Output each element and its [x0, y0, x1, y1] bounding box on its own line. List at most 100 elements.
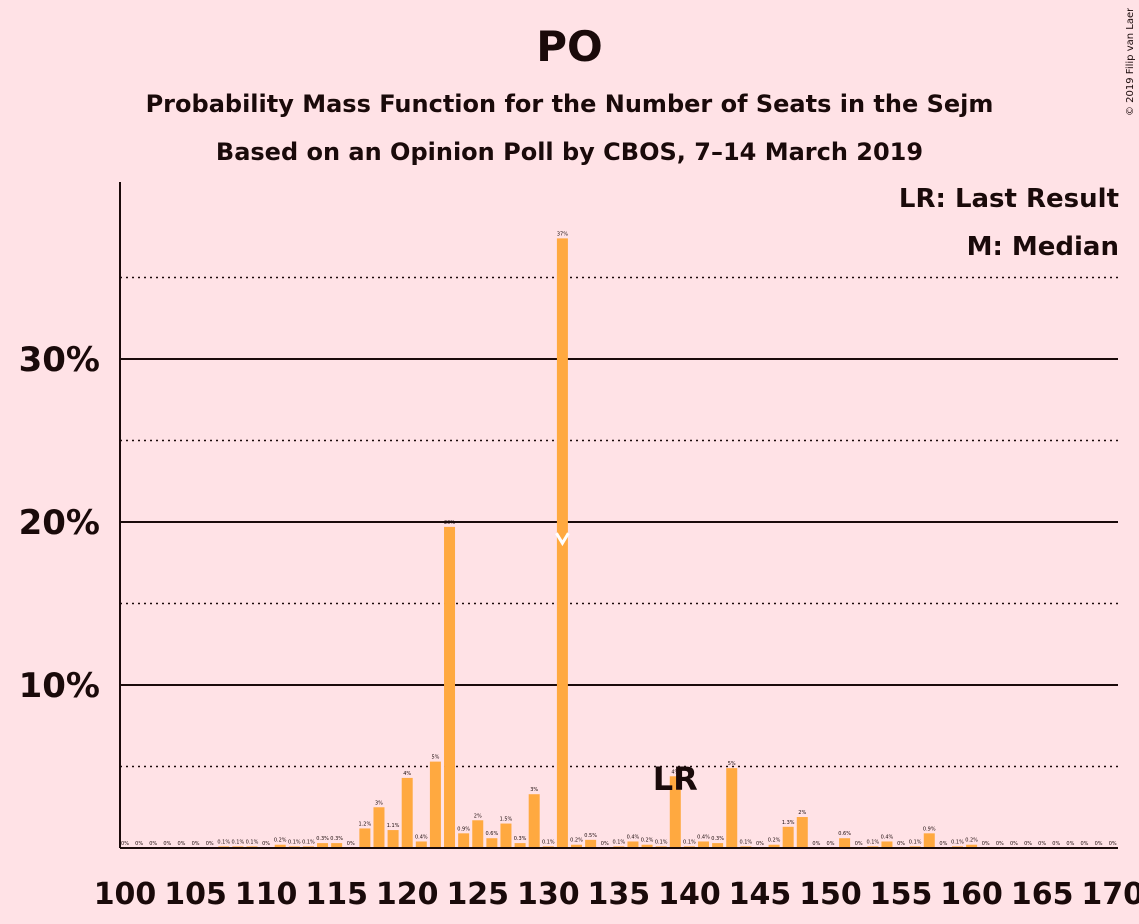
bar-label-155: 0% [897, 841, 905, 847]
bar-label-148: 2% [798, 810, 806, 816]
bar-label-107: 0.1% [217, 839, 230, 845]
bar-label-101: 0% [135, 841, 143, 847]
legend-median: M: Median [966, 232, 1119, 262]
legend-last-result: LR: Last Result [898, 184, 1119, 214]
bar-111 [274, 844, 286, 848]
bar-label-152: 0% [855, 841, 863, 847]
bar-label-143: 5% [728, 761, 736, 767]
bar-label-151: 0.6% [838, 831, 851, 837]
bar-124 [458, 833, 470, 848]
y-tick-label: 20% [19, 503, 100, 543]
bar-label-114: 0.3% [316, 836, 329, 842]
bar-126 [486, 838, 498, 848]
bar-148 [796, 817, 808, 848]
markers: LR [555, 532, 698, 798]
x-tick-label: 140 [658, 877, 721, 912]
bar-125 [472, 820, 484, 848]
bar-label-153: 0.1% [866, 839, 879, 845]
axes [119, 182, 1118, 849]
bar-label-133: 0.5% [584, 833, 597, 839]
bar-label-166: 0% [1052, 841, 1060, 847]
x-tick-label: 125 [446, 877, 509, 912]
x-tick-labels: 100 105 110 115 120 125 130 135 140 145 150 155 160 1… [94, 877, 1139, 912]
bar-label-159: 0.1% [951, 839, 964, 845]
bar-137 [641, 844, 653, 848]
bar-label-142: 0.3% [711, 836, 724, 842]
bar-label-160: 0.2% [965, 838, 978, 844]
chart-subtitle-source: Based on an Opinion Poll by CBOS, 7–14 M… [215, 138, 924, 166]
bar-label-112: 0.1% [288, 839, 301, 845]
bar-label-170: 0% [1109, 841, 1117, 847]
bar-label-106: 0% [206, 841, 214, 847]
bar-121 [415, 841, 427, 848]
bar-146 [768, 844, 780, 848]
x-tick-label: 170 [1081, 877, 1139, 912]
bar-label-129: 3% [530, 787, 538, 793]
bar-label-156: 0.1% [909, 839, 922, 845]
bar-label-134: 0% [601, 841, 609, 847]
bar-157 [923, 833, 935, 848]
bar-label-128: 0.3% [514, 836, 527, 842]
bar-120 [401, 777, 413, 848]
copyright-text: © 2019 Filip van Laenen [1125, 8, 1136, 116]
bar-115 [331, 843, 343, 848]
bar-label-168: 0% [1081, 841, 1089, 847]
last-result-marker: LR [653, 760, 698, 798]
bar-133 [585, 839, 597, 848]
bar-label-158: 0% [939, 841, 947, 847]
bar-label-113: 0.1% [302, 839, 315, 845]
x-tick-label: 130 [517, 877, 580, 912]
bar-label-109: 0.1% [246, 839, 259, 845]
bar-119 [387, 830, 399, 848]
bar-label-157: 0.9% [923, 826, 936, 832]
y-tick-labels: 10% 20% 30% [19, 340, 100, 706]
bar-label-161: 0% [982, 841, 990, 847]
bars [218, 238, 978, 848]
bar-label-139: 4% [671, 769, 679, 775]
bar-label-120: 4% [403, 771, 411, 777]
bar-label-164: 0% [1024, 841, 1032, 847]
bar-160 [966, 844, 978, 848]
bar-label-163: 0% [1010, 841, 1018, 847]
x-tick-label: 100 [94, 877, 157, 912]
bar-label-102: 0% [149, 841, 157, 847]
chart-subtitle: Probability Mass Function for the Number… [145, 90, 994, 118]
bar-147 [782, 826, 794, 848]
bar-label-140: 0.1% [683, 839, 696, 845]
bar-127 [500, 823, 512, 848]
bar-label-121: 0.4% [415, 834, 428, 840]
bar-154 [881, 841, 893, 848]
x-tick-label: 155 [870, 877, 933, 912]
x-tick-label: 115 [305, 877, 368, 912]
copyright-notice: © 2019 Filip van Laenen [1125, 8, 1136, 116]
bar-label-100: 0% [121, 841, 129, 847]
bar-label-137: 0.2% [641, 838, 654, 844]
x-tick-label: 105 [164, 877, 227, 912]
bar-label-117: 1.2% [359, 821, 372, 827]
bar-label-138: 0.1% [655, 839, 668, 845]
bar-label-167: 0% [1066, 841, 1074, 847]
bar-label-130: 0.1% [542, 839, 555, 845]
bar-128 [514, 843, 526, 848]
bar-label-132: 0.2% [570, 838, 583, 844]
gridlines [120, 276, 1118, 768]
bar-123 [444, 526, 456, 848]
bar-114 [317, 843, 329, 848]
bar-label-135: 0.1% [612, 839, 625, 845]
x-tick-label: 110 [235, 877, 298, 912]
bar-139 [669, 776, 681, 848]
bar-label-125: 2% [474, 813, 482, 819]
bar-label-119: 1.1% [387, 823, 400, 829]
bar-label-131: 37% [557, 231, 568, 237]
bar-117 [359, 828, 371, 848]
bar-151 [839, 838, 851, 848]
x-tick-label: 120 [376, 877, 439, 912]
bar-label-162: 0% [996, 841, 1004, 847]
bar-label-154: 0.4% [881, 834, 894, 840]
y-tick-label: 10% [19, 666, 100, 706]
bar-141 [698, 841, 710, 848]
bar-label-104: 0% [177, 841, 185, 847]
bar-132 [571, 844, 583, 848]
x-tick-label: 135 [588, 877, 651, 912]
